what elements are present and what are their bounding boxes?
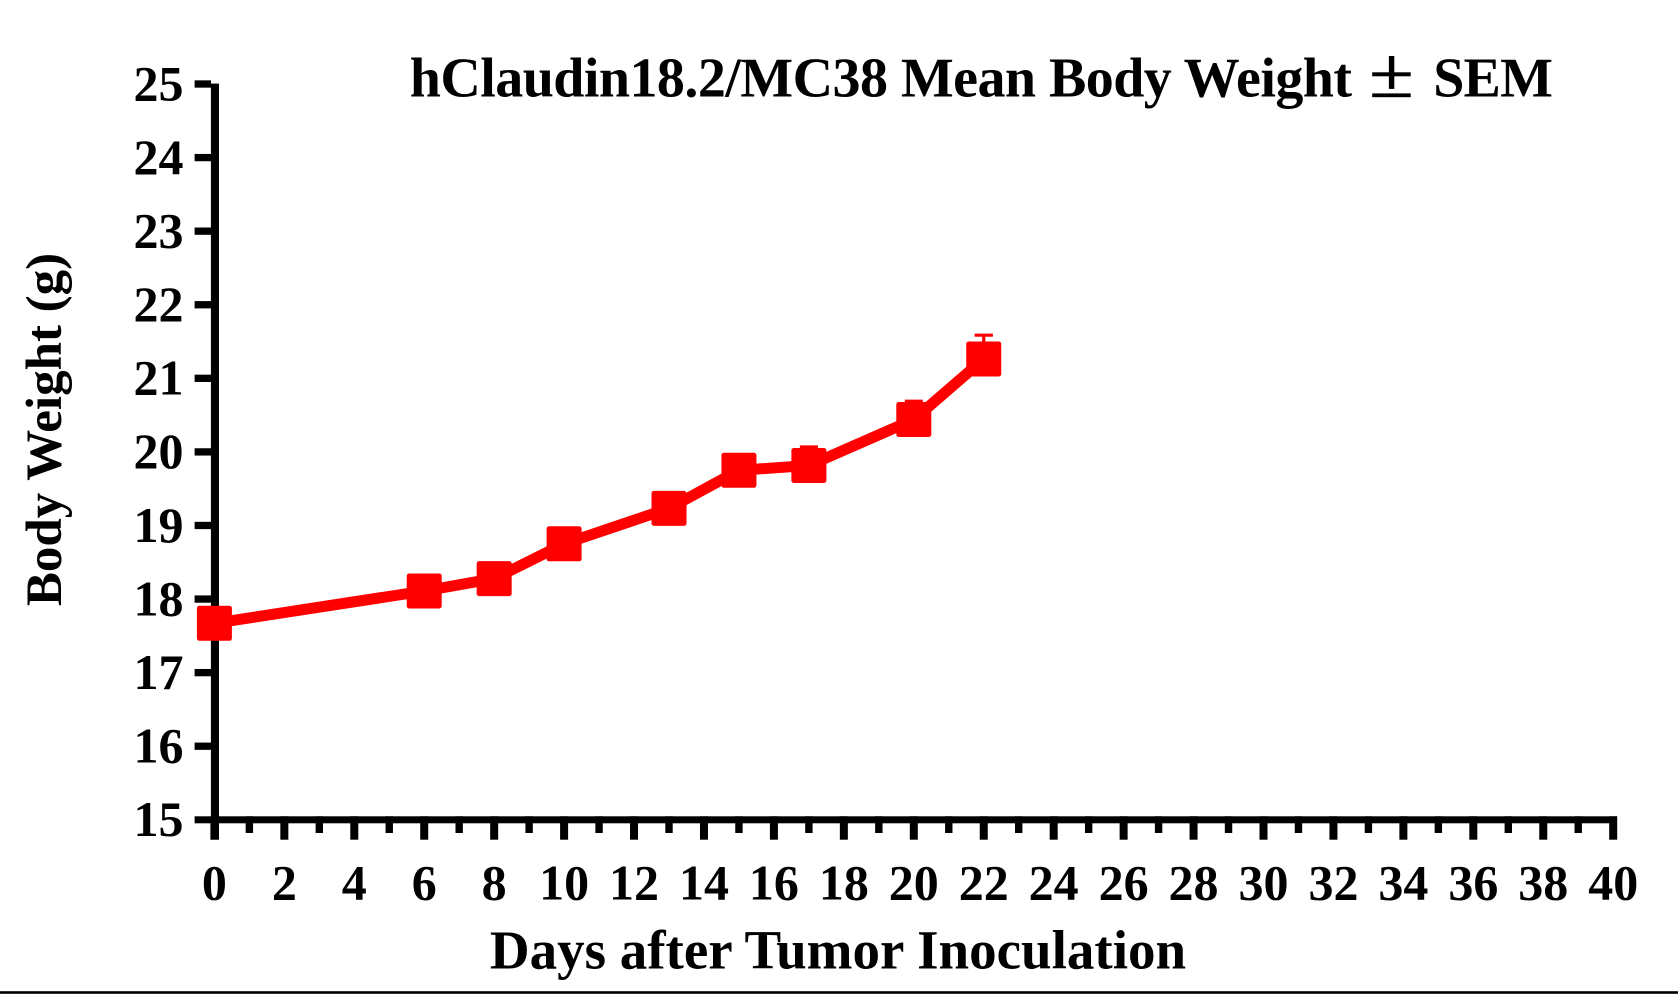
svg-text:25: 25 (134, 55, 184, 111)
svg-text:SEM: SEM (1433, 47, 1552, 109)
svg-text:32: 32 (1308, 855, 1358, 911)
svg-text:21: 21 (134, 350, 184, 406)
svg-text:4: 4 (342, 855, 367, 911)
svg-text:18: 18 (134, 570, 184, 626)
svg-text:24: 24 (1029, 855, 1079, 911)
svg-text:30: 30 (1239, 855, 1289, 911)
svg-text:12: 12 (609, 855, 659, 911)
svg-text:14: 14 (679, 855, 729, 911)
svg-text:26: 26 (1099, 855, 1149, 911)
svg-text:34: 34 (1378, 855, 1428, 911)
svg-text:hClaudin18.2/MC38 Mean Body We: hClaudin18.2/MC38 Mean Body Weight (410, 47, 1353, 109)
svg-text:10: 10 (539, 855, 589, 911)
svg-text:20: 20 (889, 855, 939, 911)
svg-text:38: 38 (1518, 855, 1568, 911)
svg-text:28: 28 (1169, 855, 1219, 911)
svg-text:0: 0 (202, 855, 227, 911)
svg-text:15: 15 (134, 791, 184, 847)
svg-text:22: 22 (959, 855, 1009, 911)
svg-text:Body Weight (g): Body Weight (g) (17, 253, 73, 606)
svg-text:40: 40 (1588, 855, 1638, 911)
svg-text:16: 16 (134, 718, 184, 774)
svg-text:23: 23 (134, 202, 184, 258)
svg-text:18: 18 (819, 855, 869, 911)
svg-text:16: 16 (749, 855, 799, 911)
svg-text:22: 22 (134, 276, 184, 332)
svg-text:17: 17 (134, 644, 184, 700)
svg-text:8: 8 (482, 855, 507, 911)
svg-text:6: 6 (412, 855, 437, 911)
svg-text:Days after Tumor Inoculation: Days after Tumor Inoculation (490, 920, 1186, 981)
svg-text:24: 24 (134, 129, 184, 185)
svg-text:19: 19 (134, 497, 184, 553)
svg-text:20: 20 (134, 423, 184, 479)
svg-text:2: 2 (272, 855, 297, 911)
svg-text:36: 36 (1448, 855, 1498, 911)
